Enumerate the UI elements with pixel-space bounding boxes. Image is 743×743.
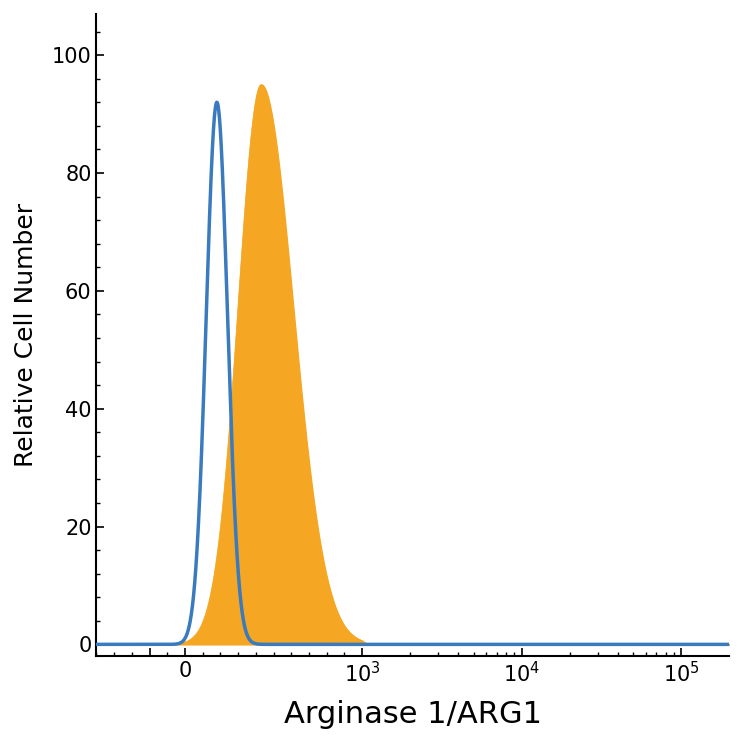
- X-axis label: Arginase 1/ARG1: Arginase 1/ARG1: [284, 700, 542, 729]
- Y-axis label: Relative Cell Number: Relative Cell Number: [14, 203, 38, 467]
